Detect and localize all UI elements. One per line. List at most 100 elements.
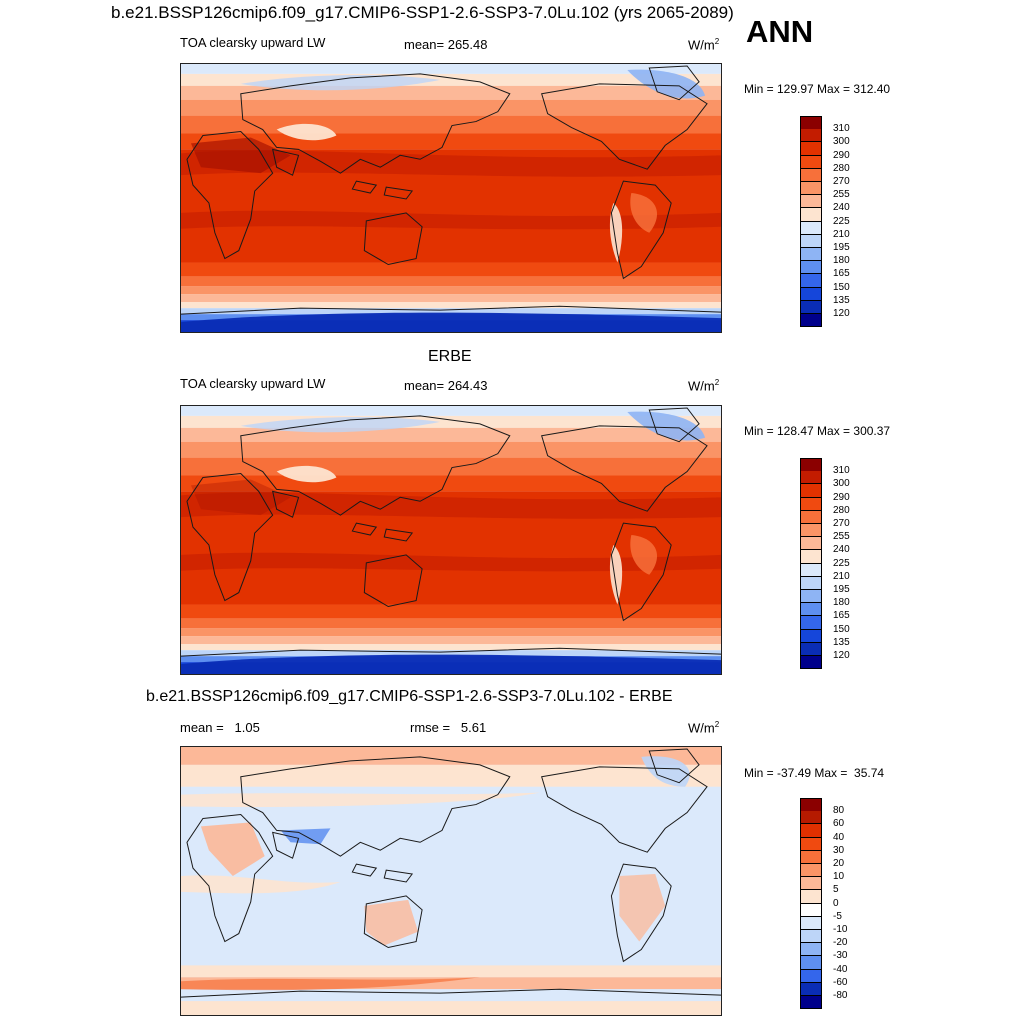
colorbar-tick-label: 280: [833, 504, 850, 516]
colorbar-swatch: [800, 155, 822, 169]
colorbar-tick-label: -60: [833, 976, 848, 988]
colorbar-swatch: [800, 943, 822, 957]
colorbar-tick-label: 300: [833, 478, 850, 490]
colorbar-swatch: [800, 484, 822, 498]
colorbar-swatch: [800, 956, 822, 970]
panel-units-label: W/m2: [688, 720, 720, 736]
colorbar-tick-label: 300: [833, 136, 850, 148]
colorbar-tick-label: 40: [833, 831, 845, 843]
colorbar-tick-label: 310: [833, 123, 850, 135]
colorbar-swatch: [800, 563, 822, 577]
colorbar-tick-label: -30: [833, 950, 848, 962]
colorbar-swatch: [800, 168, 822, 182]
colorbar-tick-label: 210: [833, 570, 850, 582]
colorbar-swatch: [800, 300, 822, 314]
colorbar-swatch: [800, 642, 822, 656]
colorbar-swatch: [800, 208, 822, 222]
colorbar-swatch: [800, 903, 822, 917]
panel-minmax-label: Min = 129.97 Max = 312.40: [744, 82, 891, 96]
colorbar-tick-label: 255: [833, 531, 850, 543]
colorbar-swatch: [800, 261, 822, 275]
colorbar-tick-label: -40: [833, 963, 848, 975]
case-title: b.e21.BSSP126cmip6.f09_g17.CMIP6-SSP1-2.…: [111, 3, 734, 22]
colorbar-tick-label: 225: [833, 557, 850, 569]
colorbar-swatch: [800, 996, 822, 1010]
colorbar-tick-label: -80: [833, 990, 848, 1001]
colorbar-tick-label: 195: [833, 242, 850, 253]
colorbar-swatch: [800, 656, 822, 670]
colorbar-tick-label: 20: [833, 858, 845, 869]
colorbar-swatch: [800, 142, 822, 156]
colorbar-tick-label: -5: [833, 910, 842, 922]
colorbar-tick-label: 255: [833, 189, 850, 201]
colorbar-swatch: [800, 877, 822, 891]
panel-units-label: W/m2: [688, 37, 720, 53]
colorbar-swatch: [800, 248, 822, 262]
colorbar-swatch: [800, 195, 822, 209]
colorbar-swatch: [800, 824, 822, 838]
colorbar-swatch: [800, 471, 822, 485]
colorbar-tick-label: 290: [833, 491, 850, 503]
colorbar-swatch: [800, 458, 822, 473]
colorbar-swatch: [800, 850, 822, 864]
colorbar-tick-label: 180: [833, 597, 850, 609]
season-badge: ANN: [746, 14, 814, 49]
colorbar-tick-label: 180: [833, 255, 850, 267]
colorbar-tick-label: 310: [833, 465, 850, 477]
colorbar-swatch: [800, 982, 822, 996]
colorbar-swatch: [800, 616, 822, 630]
colorbar-tick-label: 270: [833, 518, 850, 529]
colorbar-swatch: [800, 537, 822, 551]
colorbar-swatch: [800, 510, 822, 524]
colorbar-tick-label: 195: [833, 584, 850, 595]
panel-minmax-label: Min = -37.49 Max = 35.74: [744, 766, 885, 780]
colorbar-tick-label: -20: [833, 937, 848, 949]
colorbar-swatch: [800, 287, 822, 301]
colorbar-tick-label: 270: [833, 176, 850, 187]
colorbar-swatch: [800, 182, 822, 196]
colorbar-swatch: [800, 116, 822, 131]
colorbar-swatch: [800, 497, 822, 511]
panel-rmse-label: rmse = 5.61: [410, 720, 487, 735]
colorbar-tick-label: 225: [833, 215, 850, 227]
panel-mean-label: mean= 265.48: [404, 37, 488, 52]
colorbar-tick-label: 60: [833, 818, 845, 830]
map-plot: [180, 746, 722, 1016]
colorbar-tick-label: 150: [833, 623, 850, 635]
colorbar-tick-label: 120: [833, 308, 850, 319]
map-plot: [180, 63, 722, 333]
colorbar-swatch: [800, 837, 822, 851]
colorbar-tick-label: 240: [833, 544, 850, 556]
panel-mean-label: mean= 264.43: [404, 378, 488, 393]
colorbar-swatch: [800, 129, 822, 143]
colorbar-swatch: [800, 890, 822, 904]
colorbar-swatch: [800, 550, 822, 564]
colorbar-tick-label: 5: [833, 884, 839, 896]
colorbar-swatch: [800, 234, 822, 248]
colorbar-swatch: [800, 798, 822, 813]
colorbar-swatch: [800, 603, 822, 617]
panel-title: b.e21.BSSP126cmip6.f09_g17.CMIP6-SSP1-2.…: [146, 688, 673, 705]
colorbar-swatch: [800, 221, 822, 235]
colorbar-tick-label: 280: [833, 162, 850, 174]
colorbar-swatch: [800, 969, 822, 983]
colorbar-tick-label: 135: [833, 636, 850, 648]
panel-minmax-label: Min = 128.47 Max = 300.37: [744, 424, 891, 438]
panel-mean-label: mean = 1.05: [180, 720, 260, 735]
colorbar-tick-label: 135: [833, 294, 850, 306]
colorbar-swatch: [800, 916, 822, 930]
colorbar-swatch: [800, 274, 822, 288]
colorbar-swatch: [800, 590, 822, 604]
panel-title: ERBE: [428, 348, 472, 365]
colorbar-tick-label: 30: [833, 844, 845, 856]
colorbar-swatch: [800, 864, 822, 878]
colorbar-swatch: [800, 629, 822, 643]
colorbar-tick-label: 120: [833, 650, 850, 661]
colorbar-tick-label: 165: [833, 610, 850, 622]
panel-units-label: W/m2: [688, 378, 720, 394]
colorbar-tick-label: 150: [833, 281, 850, 293]
map-plot: [180, 405, 722, 675]
colorbar-tick-label: 0: [833, 897, 839, 909]
colorbar-tick-label: -10: [833, 924, 848, 935]
colorbar-tick-label: 165: [833, 268, 850, 280]
